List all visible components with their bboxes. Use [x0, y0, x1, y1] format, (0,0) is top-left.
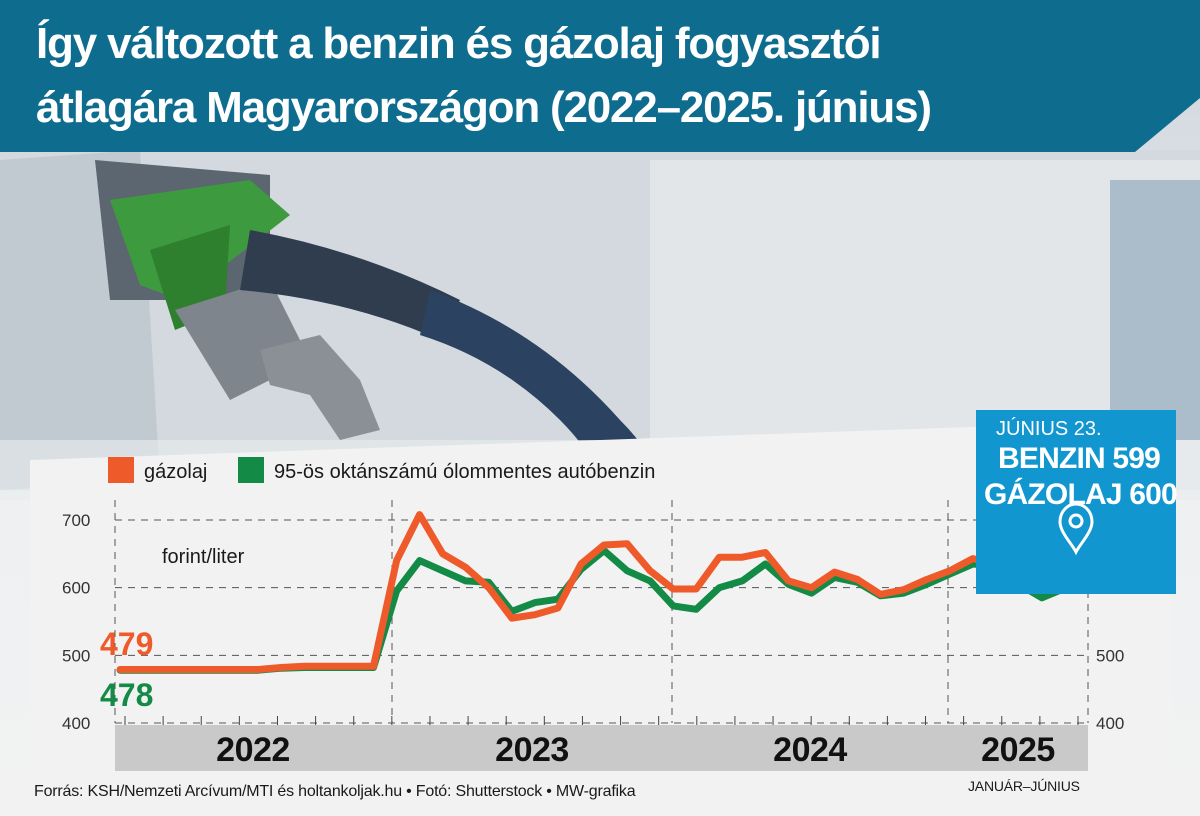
location-pin-icon: [1058, 502, 1094, 556]
chart-title-line-1: Így változott a benzin és gázolaj fogyas…: [36, 19, 882, 68]
petrol-line: [116, 547, 1069, 674]
chart-grid: [114, 500, 1089, 724]
latest-price-callout: JÚNIUS 23. BENZIN 599 GÁZOLAJ 600: [976, 410, 1178, 594]
year-band-background: [115, 725, 1088, 771]
y-tick-labels: 400 500 600 700: [62, 511, 90, 733]
y-tick-label: 400: [62, 714, 90, 733]
y-tick-label-right: 400: [1096, 714, 1124, 733]
year-axis-band: 2022 2023 2024 2025: [115, 716, 1088, 771]
legend-label-diesel: gázolaj: [144, 461, 207, 483]
period-note: JANUÁR–JÚNIUS: [968, 778, 1080, 794]
legend-swatch-petrol: [238, 457, 264, 483]
y-tick-label: 600: [62, 579, 90, 598]
start-label-petrol: 478: [100, 677, 153, 713]
start-label-diesel: 479: [100, 626, 153, 662]
year-label: 2023: [495, 731, 569, 769]
callout-background: [976, 410, 1176, 594]
y-tick-label-right: 500: [1096, 646, 1124, 665]
legend-label-petrol: 95-ös oktánszámú ólommentes autóbenzin: [274, 461, 655, 483]
callout-benzin: BENZIN 599: [998, 442, 1161, 475]
y-tick-label: 500: [62, 646, 90, 665]
callout-gazolaj: GÁZOLAJ 600: [984, 478, 1178, 511]
y-unit-label: forint/liter: [162, 546, 245, 568]
year-label: 2024: [773, 731, 847, 769]
y-tick-label: 700: [62, 511, 90, 530]
source-note: Forrás: KSH/Nemzeti Arcívum/MTI és holta…: [34, 783, 636, 800]
year-label: 2022: [216, 731, 290, 769]
chart-legend: gázolaj 95-ös oktánszámú ólommentes autób…: [108, 457, 655, 483]
chart-lines: [116, 511, 1069, 674]
legend-swatch-diesel: [108, 457, 134, 483]
year-label: 2025: [981, 731, 1055, 769]
diesel-line: [116, 511, 1069, 673]
title-banner: [0, 0, 1200, 152]
callout-date: JÚNIUS 23.: [996, 418, 1102, 440]
chart-title-line-2: átlagára Magyarországon (2022–2025. júni…: [36, 83, 932, 132]
